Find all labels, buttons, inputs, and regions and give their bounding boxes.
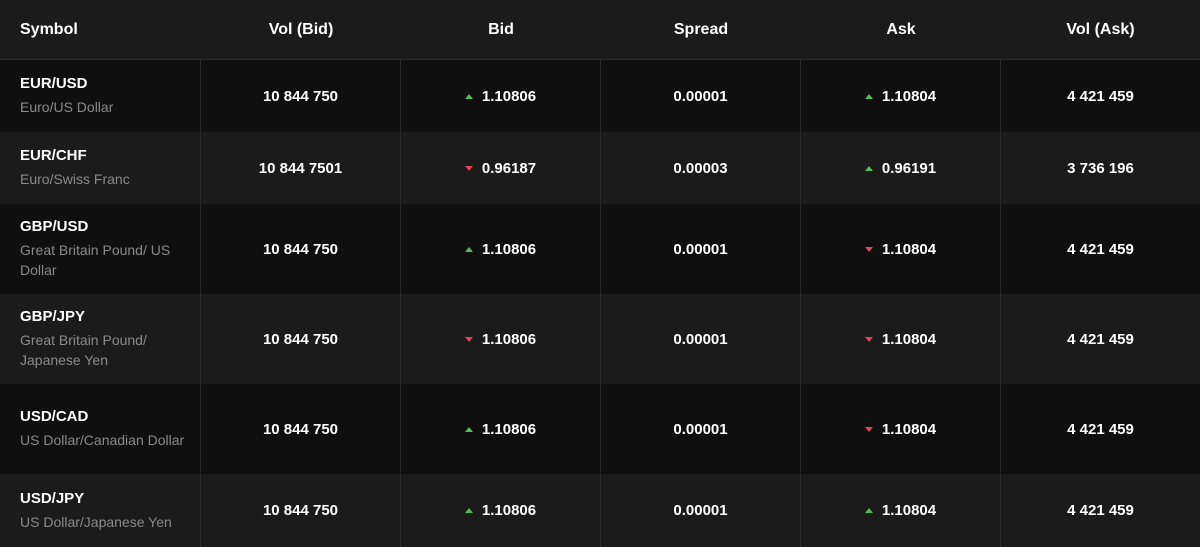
symbol-name: Euro/US Dollar (20, 99, 114, 115)
ask-cell: 1.10804 (801, 294, 1001, 384)
vol-bid-cell: 10 844 750 (201, 204, 401, 294)
arrow-up-icon (464, 246, 473, 252)
bid-cell: 1.10806 (401, 60, 601, 132)
bid-value: 1.10806 (481, 240, 537, 258)
ask-value: 1.10804 (881, 87, 937, 105)
arrow-up-icon (464, 426, 473, 432)
vol-bid-cell: 10 844 750 (201, 384, 401, 474)
bid-cell: 0.96187 (401, 132, 601, 204)
table-row[interactable]: GBP/JPY Great Britain Pound/ Japanese Ye… (0, 294, 1200, 384)
symbol-cell: USD/JPY US Dollar/Japanese Yen (0, 474, 201, 547)
arrow-up-icon (864, 93, 873, 99)
ask-cell: 1.10804 (801, 384, 1001, 474)
symbol-cell: EUR/CHF Euro/Swiss Franc (0, 132, 201, 204)
arrow-down-icon (864, 336, 873, 342)
arrow-down-icon (864, 246, 873, 252)
table-row[interactable]: EUR/USD Euro/US Dollar 10 844 750 1.1080… (0, 60, 1200, 132)
arrow-down-icon (864, 426, 873, 432)
table-row[interactable]: USD/CAD US Dollar/Canadian Dollar 10 844… (0, 384, 1200, 474)
vol-ask-cell: 4 421 459 (1067, 240, 1134, 258)
symbol-name: Great Britain Pound/ Japanese Yen (20, 332, 147, 368)
symbol-code: USD/CAD (20, 408, 89, 425)
bid-value: 1.10806 (481, 502, 537, 519)
vol-ask-cell: 4 421 459 (1067, 87, 1134, 105)
vol-bid-cell: 10 844 750 (201, 474, 401, 547)
ask-cell: 1.10804 (801, 60, 1001, 132)
symbol-cell: EUR/USD Euro/US Dollar (0, 60, 201, 132)
arrow-down-icon (464, 165, 473, 171)
ask-value: 1.10804 (881, 502, 937, 519)
table-row[interactable]: GBP/USD Great Britain Pound/ US Dollar 1… (0, 204, 1200, 294)
symbol-name: US Dollar/Japanese Yen (20, 513, 172, 530)
header-symbol[interactable]: Symbol (20, 20, 78, 38)
symbol-cell: GBP/USD Great Britain Pound/ US Dollar (0, 204, 201, 294)
symbol-name: US Dollar/Canadian Dollar (20, 432, 185, 448)
bid-value: 1.10806 (481, 420, 537, 438)
ask-value: 1.10804 (881, 330, 937, 348)
bid-cell: 1.10806 (401, 474, 601, 547)
arrow-up-icon (464, 508, 473, 513)
spread-cell: 0.00001 (601, 474, 801, 547)
ask-cell: 1.10804 (801, 474, 1001, 547)
header-ask[interactable]: Ask (886, 20, 916, 38)
symbol-code: USD/JPY (20, 489, 85, 507)
ask-value: 1.10804 (881, 420, 937, 438)
ask-value: 1.10804 (881, 240, 937, 258)
table-header: Symbol Vol (Bid) Bid Spread Ask Vol (Ask… (0, 0, 1200, 60)
spread-cell: 0.00001 (601, 384, 801, 474)
symbol-name: Euro/Swiss Franc (20, 171, 130, 187)
bid-cell: 1.10806 (401, 384, 601, 474)
spread-cell: 0.00001 (601, 204, 801, 294)
symbol-code: EUR/USD (20, 75, 88, 92)
spread-cell: 0.00003 (601, 132, 801, 204)
symbol-code: EUR/CHF (20, 147, 87, 164)
bid-cell: 1.10806 (401, 294, 601, 384)
ask-value: 0.96191 (881, 159, 937, 177)
arrow-up-icon (864, 165, 873, 171)
header-vol-ask[interactable]: Vol (Ask) (1066, 20, 1135, 38)
vol-bid-cell: 10 844 7501 (201, 132, 401, 204)
header-vol-bid[interactable]: Vol (Bid) (268, 20, 334, 38)
vol-ask-cell: 4 421 459 (1067, 330, 1134, 348)
arrow-up-icon (864, 508, 873, 513)
symbol-name: Great Britain Pound/ US Dollar (20, 242, 171, 278)
bid-cell: 1.10806 (401, 204, 601, 294)
bid-value: 1.10806 (481, 330, 537, 348)
symbol-code: GBP/USD (20, 218, 89, 235)
bid-value: 1.10806 (481, 87, 537, 105)
symbol-code: GBP/JPY (20, 308, 86, 325)
vol-ask-cell: 3 736 196 (1067, 159, 1134, 177)
arrow-down-icon (464, 336, 473, 342)
symbol-cell: GBP/JPY Great Britain Pound/ Japanese Ye… (0, 294, 201, 384)
bid-value: 0.96187 (481, 159, 537, 177)
header-bid[interactable]: Bid (488, 20, 514, 38)
spread-cell: 0.00001 (601, 294, 801, 384)
vol-bid-cell: 10 844 750 (201, 294, 401, 384)
symbol-cell: USD/CAD US Dollar/Canadian Dollar (0, 384, 201, 474)
spread-cell: 0.00001 (601, 60, 801, 132)
vol-ask-cell: 4 421 459 (1067, 502, 1134, 519)
ask-cell: 1.10804 (801, 204, 1001, 294)
vol-ask-cell: 4 421 459 (1067, 420, 1134, 438)
header-spread[interactable]: Spread (673, 20, 729, 38)
vol-bid-cell: 10 844 750 (201, 60, 401, 132)
table-row[interactable]: USD/JPY US Dollar/Japanese Yen 10 844 75… (0, 474, 1200, 547)
table-row[interactable]: EUR/CHF Euro/Swiss Franc 10 844 7501 0.9… (0, 132, 1200, 204)
arrow-up-icon (464, 93, 473, 99)
ask-cell: 0.96191 (801, 132, 1001, 204)
